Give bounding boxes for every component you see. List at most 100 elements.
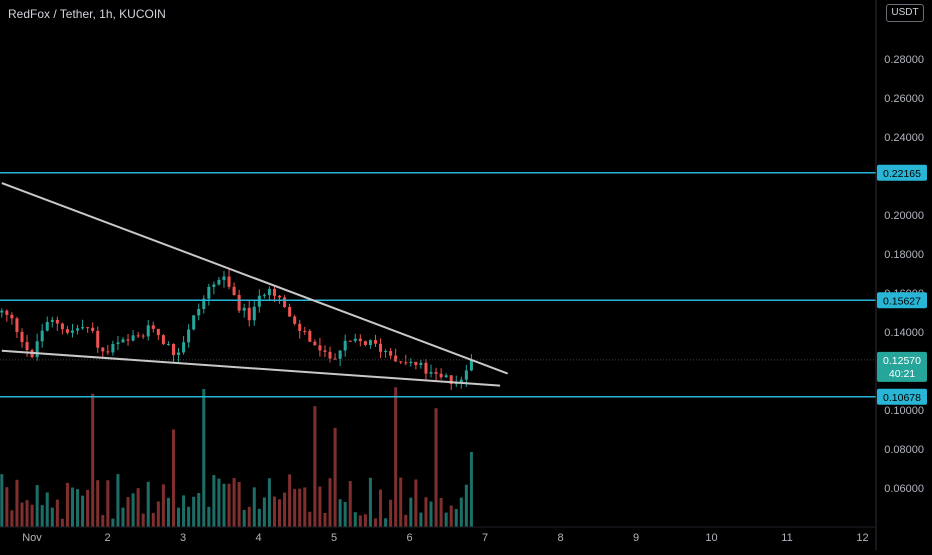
candle <box>177 347 181 363</box>
volume-bar <box>242 509 246 527</box>
candle-body <box>40 330 44 342</box>
candle <box>171 343 176 362</box>
candle <box>141 333 145 340</box>
volume-bar <box>429 501 433 527</box>
candle-body <box>96 330 100 348</box>
candle-body <box>156 328 160 336</box>
volume-bar <box>368 477 372 527</box>
candle <box>227 269 231 290</box>
x-tick-label: Nov <box>22 532 42 544</box>
candle-body <box>368 340 372 345</box>
candle-body <box>25 342 29 351</box>
volume-bar <box>121 507 125 527</box>
volume-bar <box>25 500 29 527</box>
candle <box>101 347 105 359</box>
volume-bar <box>414 479 418 527</box>
candle-body <box>182 342 186 353</box>
volume-bar <box>20 502 24 527</box>
volume-bar <box>81 495 85 527</box>
candle <box>434 367 438 381</box>
candle <box>187 324 191 348</box>
candle <box>65 325 69 335</box>
volume-bar <box>55 499 59 527</box>
candle <box>161 334 165 346</box>
candle-body <box>348 340 352 342</box>
y-tick-label: 0.28000 <box>884 54 924 66</box>
candle-body <box>121 339 125 343</box>
candle-body <box>116 342 120 344</box>
candle <box>202 295 206 314</box>
candle-body <box>293 316 297 324</box>
candle <box>288 303 292 317</box>
candle <box>126 334 130 346</box>
candle-layer <box>0 269 473 390</box>
candle-body <box>384 351 388 353</box>
volume-bar <box>65 482 69 527</box>
volume-bar <box>303 487 307 527</box>
candle-body <box>283 297 287 308</box>
y-tick-label: 0.06000 <box>884 483 924 495</box>
candle <box>272 286 276 302</box>
currency-badge[interactable]: USDT <box>886 4 924 22</box>
volume-bar <box>146 481 150 527</box>
candle-body <box>151 325 155 329</box>
candle <box>313 339 317 346</box>
candle <box>454 375 458 387</box>
volume-bar <box>101 515 105 527</box>
candle-body <box>439 373 443 378</box>
candle <box>252 300 256 326</box>
volume-bar <box>419 512 423 527</box>
x-tick-label: 5 <box>331 532 337 544</box>
x-tick-label: 2 <box>104 532 110 544</box>
volume-bar <box>70 487 75 527</box>
volume-bar <box>166 497 170 527</box>
candle <box>373 334 377 347</box>
volume-bar <box>358 515 362 527</box>
y-tick-label: 0.14000 <box>884 327 924 339</box>
candle <box>106 345 110 355</box>
candle <box>156 328 160 340</box>
candle <box>116 336 120 351</box>
candle <box>136 331 140 339</box>
y-tick-label: 0.20000 <box>884 210 924 222</box>
volume-bar <box>262 497 266 527</box>
x-tick-label: 4 <box>255 532 261 544</box>
candle <box>76 324 80 335</box>
volume-bar <box>177 507 181 527</box>
time-axis: Nov 2 3 4 5 6 7 8 9 10 11 12 <box>0 526 876 544</box>
bar-countdown: 40:21 <box>889 368 915 380</box>
volume-bar <box>111 518 115 527</box>
candle-body <box>262 295 266 297</box>
candle-body <box>45 321 49 331</box>
volume-bar <box>379 489 383 527</box>
candle <box>419 360 423 369</box>
x-tick-label: 3 <box>180 532 186 544</box>
volume-bar <box>454 508 458 527</box>
volume-layer <box>0 387 473 527</box>
candle-body <box>363 341 367 345</box>
candle <box>444 373 448 378</box>
volume-bar <box>389 499 393 527</box>
candle <box>151 321 155 333</box>
candle-body <box>86 327 90 329</box>
volume-bar <box>252 487 256 527</box>
candle <box>318 337 322 357</box>
volume-bar <box>156 501 160 527</box>
candle <box>247 300 251 327</box>
candle-body <box>217 279 221 285</box>
volume-bar <box>237 481 241 527</box>
candle <box>35 333 39 361</box>
chart-title: RedFox / Tether, 1h, KUCOIN <box>8 7 166 21</box>
candle-body <box>338 350 342 359</box>
volume-bar <box>126 497 130 527</box>
candle <box>20 328 24 348</box>
candle-body <box>146 325 150 337</box>
volume-bar <box>459 497 463 527</box>
candle <box>343 334 347 357</box>
candle <box>439 368 443 380</box>
candle <box>197 303 201 321</box>
candle-body <box>5 310 9 315</box>
y-tick-label: 0.18000 <box>884 249 924 261</box>
